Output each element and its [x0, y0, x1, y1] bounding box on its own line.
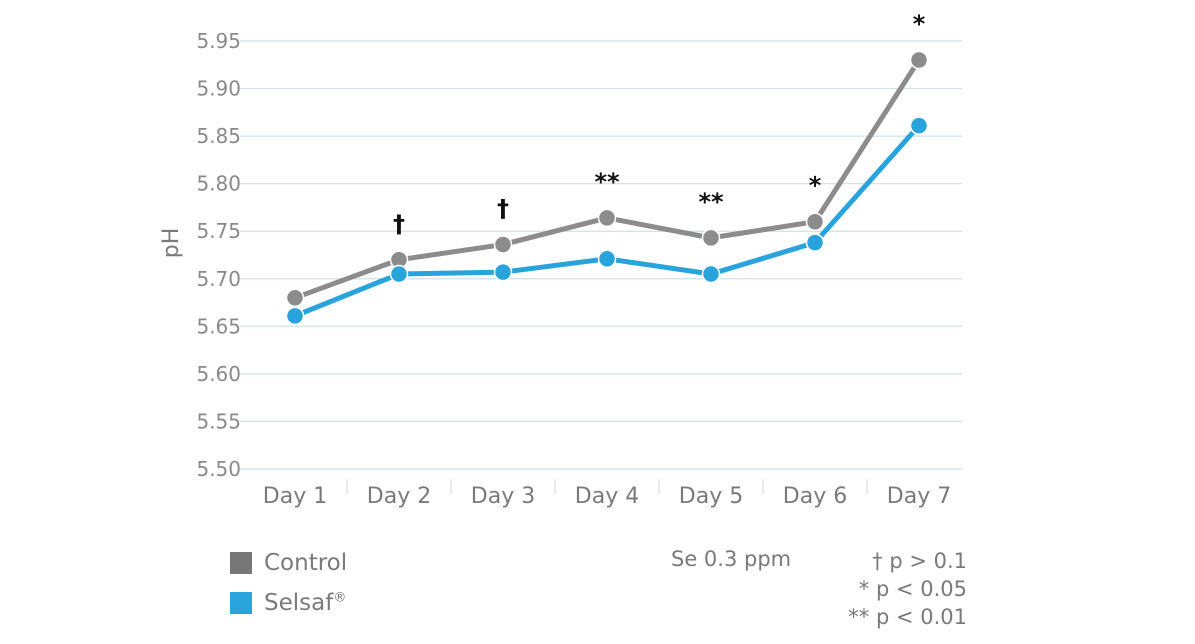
x-tick-label: Day 1	[263, 484, 327, 509]
legend-item-control: Control	[230, 543, 347, 583]
x-axis-ticks: Day 1 Day 2 Day 3 Day 4 Day 5 Day 6 Day 7	[263, 479, 951, 509]
selsaf-point	[493, 262, 513, 282]
x-tick-label: Day 3	[471, 484, 535, 509]
p-single-note: * p < 0.05	[858, 577, 967, 601]
x-tick-label: Day 5	[679, 484, 743, 509]
x-tick-label: Day 6	[783, 484, 847, 509]
y-tick-label: 5.60	[196, 362, 241, 386]
significance-markers: ††******	[393, 10, 926, 238]
series-selsaf	[285, 116, 929, 326]
dose-note: Se 0.3 ppm	[671, 547, 792, 571]
selsaf-point	[701, 264, 721, 284]
control-point	[909, 50, 929, 70]
x-tick-label: Day 2	[367, 484, 431, 509]
grid-lines	[240, 40, 962, 470]
selsaf-point	[285, 306, 305, 326]
legend: Control Selsaf®	[230, 543, 347, 623]
control-point	[805, 212, 825, 231]
x-tick-label: Day 4	[575, 484, 639, 509]
legend-label-control: Control	[264, 550, 348, 576]
y-tick-label: 5.65	[196, 314, 241, 338]
control-point	[701, 228, 721, 248]
x-tick-label: Day 7	[887, 484, 951, 509]
selsaf-point	[909, 116, 929, 135]
selsaf-text: Selsaf	[264, 590, 334, 616]
control-point	[493, 235, 513, 254]
y-tick-label: 5.55	[196, 409, 241, 433]
y-tick-label: 5.50	[196, 457, 241, 481]
y-tick-label: 5.85	[196, 124, 241, 148]
line-chart: 5.50 5.55 5.60 5.65 5.70 5.75 5.80 5.85 5.90 5.95…	[159, 10, 962, 509]
legend-item-selsaf: Selsaf®	[230, 583, 347, 623]
significance-marker: *	[809, 172, 822, 200]
y-axis-title: pH	[159, 228, 184, 259]
y-tick-label: 5.75	[196, 219, 241, 243]
control-swatch	[230, 552, 252, 574]
significance-marker: **	[698, 188, 724, 216]
selsaf-swatch	[230, 592, 252, 614]
significance-marker: †	[393, 210, 405, 238]
significance-marker: †	[497, 195, 509, 223]
significance-marker: *	[913, 10, 926, 38]
control-point	[597, 208, 617, 228]
p-dagger-note: † p > 0.1	[872, 549, 967, 573]
selsaf-point	[597, 249, 617, 269]
y-tick-label: 5.90	[196, 77, 241, 101]
legend-label-selsaf: Selsaf®	[264, 590, 346, 616]
control-point	[285, 288, 305, 308]
selsaf-point	[389, 264, 409, 284]
p-double-note: ** p < 0.01	[848, 605, 967, 629]
registered-mark: ®	[333, 590, 347, 606]
significance-marker: **	[594, 168, 620, 196]
y-tick-label: 5.70	[196, 267, 241, 291]
y-axis-ticks: 5.50 5.55 5.60 5.65 5.70 5.75 5.80 5.85 5.90 5.95	[196, 29, 241, 481]
series-layer	[285, 50, 929, 326]
significance-key: † p > 0.1 * p < 0.05 ** p < 0.01	[848, 547, 967, 631]
selsaf-point	[805, 233, 825, 252]
y-tick-label: 5.95	[196, 29, 241, 53]
y-tick-label: 5.80	[196, 172, 241, 196]
